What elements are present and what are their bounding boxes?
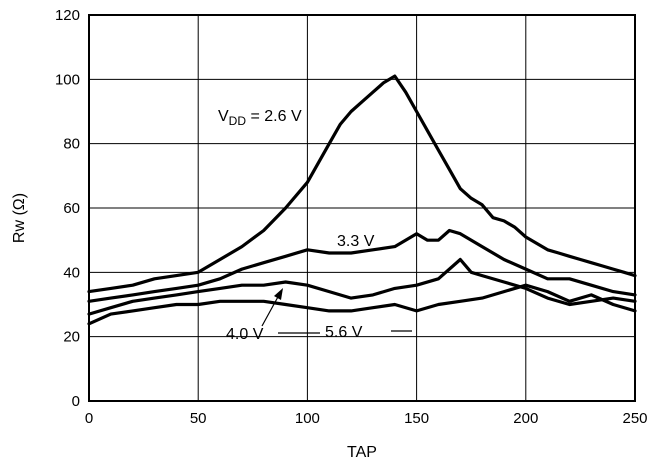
x-tick-label: 200 [513, 410, 538, 427]
arrowhead-4-0v [274, 288, 283, 300]
series-lines [87, 74, 637, 326]
x-tick-labels: 0 50 100 150 200 250 [85, 410, 648, 427]
y-tick-label: 100 [55, 71, 80, 88]
series-label-3-3v: 3.3 V [337, 233, 375, 250]
series-line-0 [87, 74, 637, 294]
series-line-2 [87, 257, 637, 316]
series-label-2-6v: VDD = 2.6 V [218, 108, 302, 128]
x-axis-title: TAP [347, 444, 377, 461]
y-tick-label: 0 [72, 393, 80, 410]
series-label-4-0v: 4.0 V [226, 326, 264, 343]
x-tick-label: 150 [404, 410, 429, 427]
series-line-1 [87, 228, 637, 303]
y-tick-label: 80 [63, 136, 80, 153]
y-tick-label: 60 [63, 200, 80, 217]
y-tick-label: 20 [63, 329, 80, 346]
leader-line-4-0v [261, 294, 280, 327]
series-label-5-6v: 5.6 V [325, 324, 363, 341]
y-axis-title: Rw (Ω) [11, 193, 28, 243]
plot-frame [88, 14, 636, 402]
series-line-3 [87, 283, 637, 326]
x-tick-label: 100 [295, 410, 320, 427]
x-tick-label: 50 [190, 410, 207, 427]
y-tick-labels: 0 20 40 60 80 100 120 [55, 7, 80, 410]
y-tick-label: 40 [63, 264, 80, 281]
y-tick-label: 120 [55, 7, 80, 24]
grid-lines [88, 14, 636, 402]
x-tick-label: 0 [85, 410, 93, 427]
x-tick-label: 250 [622, 410, 647, 427]
